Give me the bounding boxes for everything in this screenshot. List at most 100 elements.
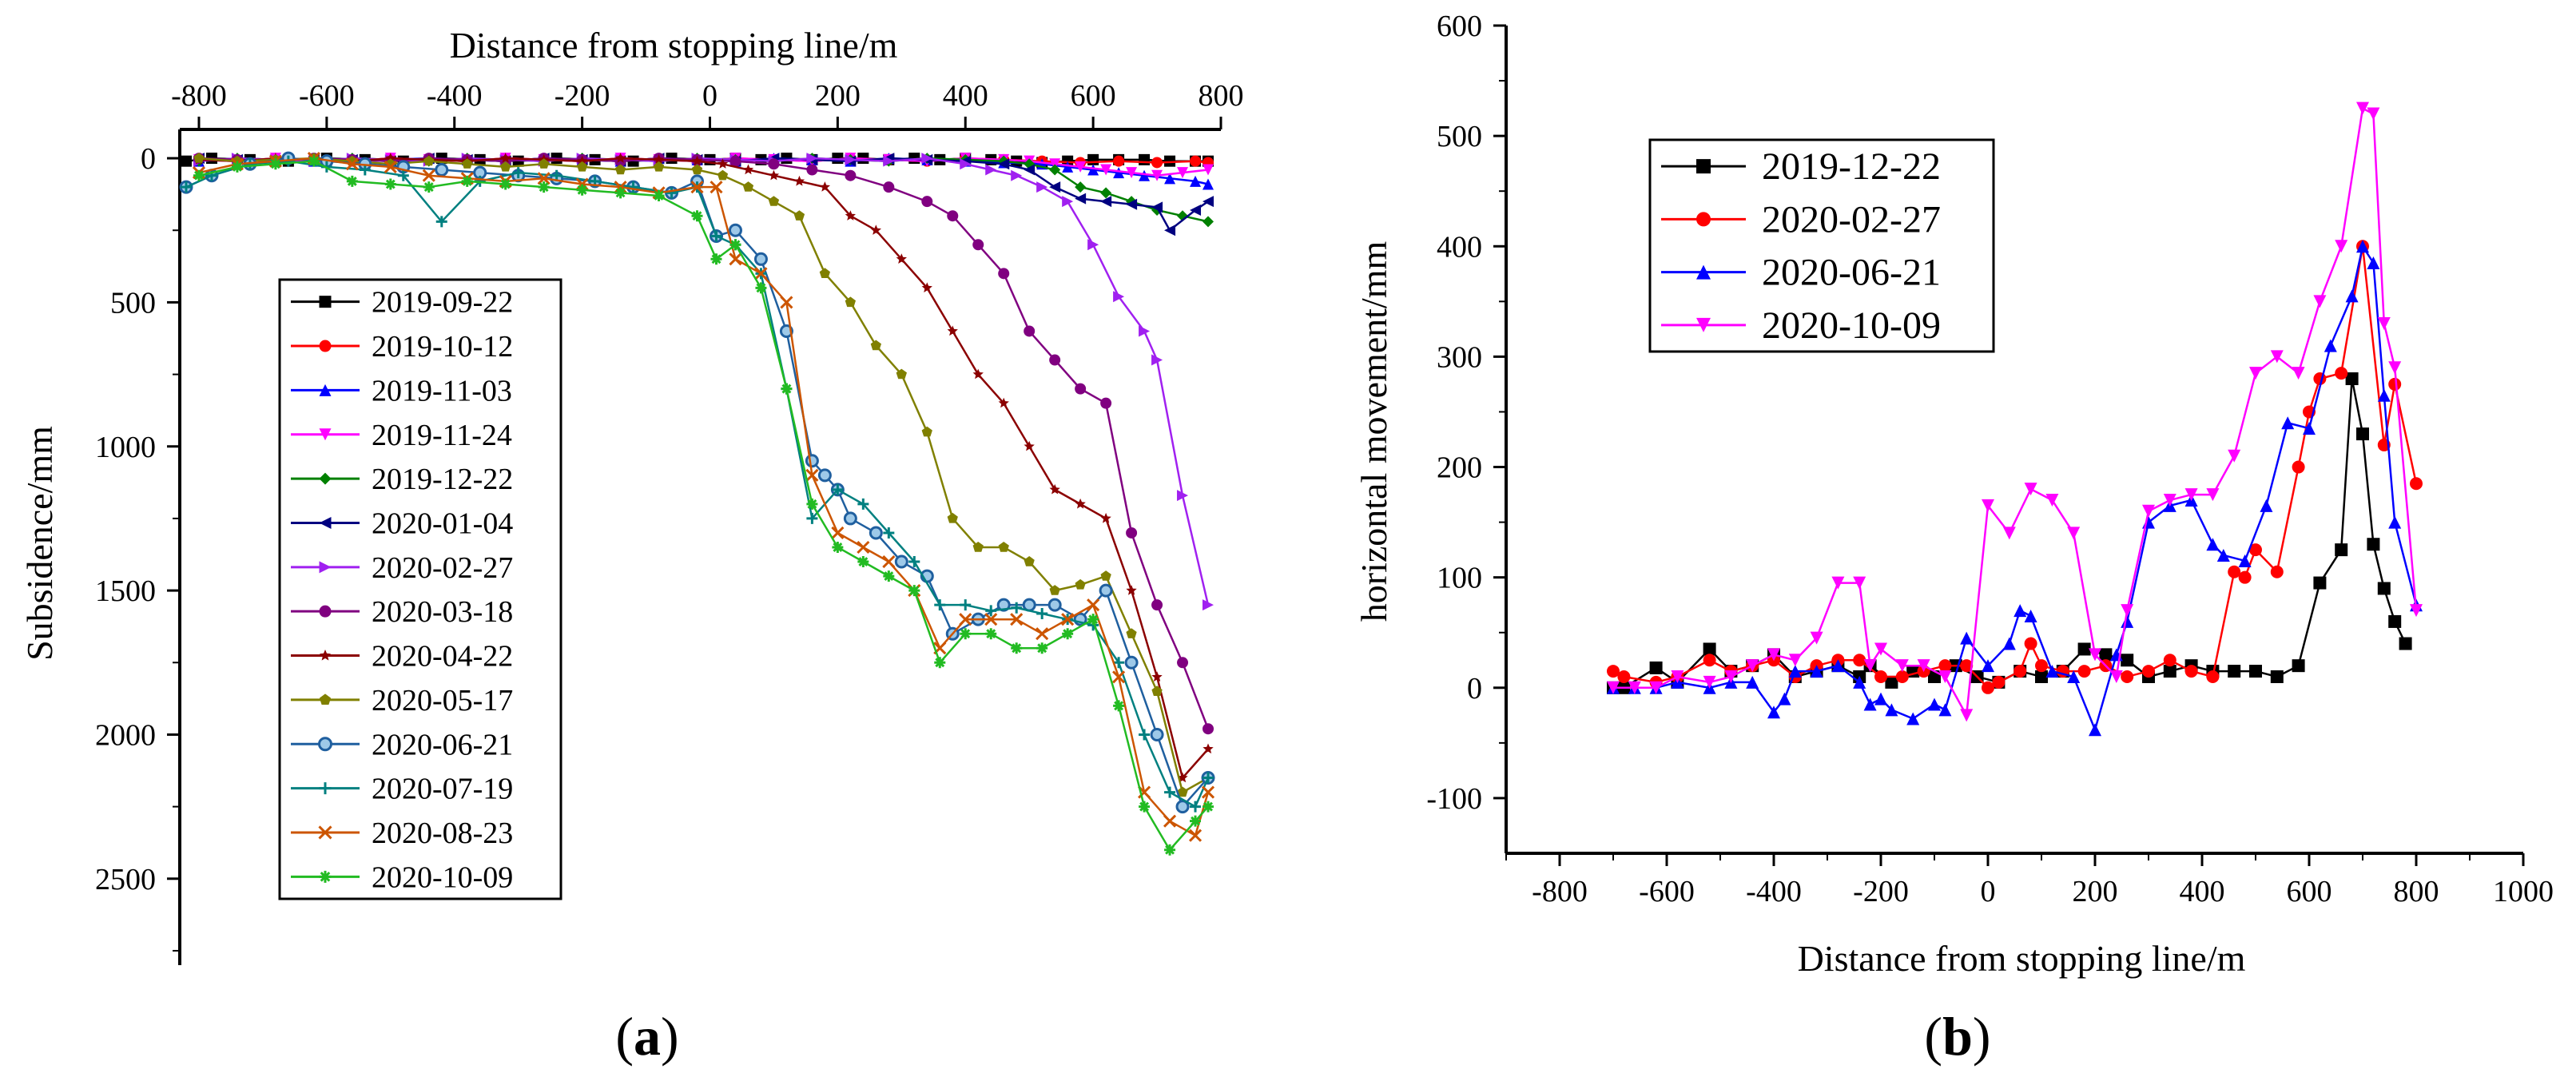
chart-b-point (2270, 565, 2284, 578)
chart-b-point (2121, 604, 2134, 618)
chart-b-point (1863, 659, 1877, 673)
chart-a-point (1075, 578, 1086, 590)
chart-b-point (2067, 670, 2081, 683)
chart-a-point (1203, 599, 1214, 611)
chart-a-point (768, 158, 780, 170)
chart-b-point (1607, 665, 1620, 678)
chart-a-legend: 2019-09-22 2019-10-12 2019-11-03 2019-11-24… (278, 278, 563, 900)
chart-a-point (947, 512, 958, 523)
chart-b-x-tick-label: 1000 (2493, 875, 2554, 908)
chart-b-point (2024, 483, 2037, 496)
chart-a-point (1049, 354, 1061, 366)
chart-a-point (831, 526, 845, 540)
chart-a-point (934, 657, 946, 669)
chart-b-point (2335, 543, 2348, 557)
chart-b-point (2228, 565, 2241, 578)
chart-b-point (2335, 367, 2348, 380)
chart-a-point (1164, 844, 1176, 856)
chart-a-point (717, 169, 729, 181)
chart-a-point (1112, 670, 1126, 684)
chart-a-point (551, 169, 563, 181)
chart-a-point (1190, 801, 1202, 813)
chart-b-point (2270, 670, 2284, 683)
chart-a-point (908, 556, 920, 568)
chart-a-x-tick-label: 600 (1071, 79, 1116, 113)
chart-b-legend-box (1648, 138, 1995, 353)
chart-a-x-tick-label: -400 (427, 79, 483, 113)
chart-b-x-tick-label: 200 (2073, 875, 2118, 908)
chart-a-legend-label: 2020-01-04 (372, 507, 513, 540)
chart-a-point (461, 175, 473, 187)
chart-a-point (947, 325, 958, 336)
panel-letter-a: a (634, 1006, 661, 1067)
chart-b-point (2270, 350, 2284, 364)
chart-a-point (921, 196, 933, 208)
chart-b-series-2020-06-21 (1607, 240, 2423, 737)
chart-b-point (1746, 659, 1759, 673)
chart-b-point (2077, 665, 2091, 678)
chart-a-point (1087, 239, 1099, 251)
chart-a-point (1139, 169, 1151, 181)
chart-a-point (577, 155, 588, 166)
chart-a-point (653, 189, 665, 201)
chart-b-point (2356, 427, 2369, 441)
chart-a-point (653, 161, 665, 172)
chart-b-point (1617, 670, 1631, 683)
chart-b-point (2377, 316, 2391, 330)
chart-a-x-tick-label: -600 (299, 79, 355, 113)
chart-a-legend-label: 2020-10-09 (372, 860, 513, 894)
chart-a-legend-item: 2019-11-24 (291, 419, 512, 452)
chart-a-point (1151, 354, 1163, 366)
chart-a-legend-item: 2019-12-22 (291, 463, 513, 496)
chart-b-point (2356, 101, 2369, 115)
chart-a-legend-marker (319, 782, 332, 795)
chart-a-legend-item: 2020-04-22 (291, 640, 513, 674)
chart-a-point (832, 542, 844, 553)
chart-a-point (1126, 196, 1138, 208)
chart-b-point (2260, 499, 2273, 512)
chart-b-point (2206, 488, 2220, 502)
chart-b-point (2367, 256, 2380, 269)
chart-b-point (2388, 361, 2402, 375)
chart-a-point (729, 252, 742, 266)
chart-a-legend-label: 2020-04-22 (372, 640, 513, 674)
chart-b-point (2313, 295, 2327, 308)
chart-a-y-tick-label: 0 (141, 142, 156, 176)
chart-a-point (1049, 164, 1061, 176)
chart-a-point (1139, 325, 1151, 337)
chart-a-point (998, 542, 1009, 552)
chart-a-point (269, 158, 281, 170)
chart-b-point (1767, 648, 1780, 662)
chart-b-point (2388, 377, 2402, 391)
chart-b-point (1607, 681, 1620, 694)
chart-a-point (857, 556, 869, 568)
chart-a-point (1175, 800, 1190, 814)
chart-a-point (742, 181, 754, 192)
chart-a-point (947, 210, 959, 222)
chart-a-point (845, 210, 856, 221)
chart-a-point (1075, 161, 1087, 173)
chart-a-point (985, 605, 997, 617)
chart-b-point (2002, 527, 2016, 540)
chart-b-point (1874, 692, 1887, 705)
chart-a-x-tick-label: 200 (815, 79, 861, 113)
chart-a-point (1203, 743, 1214, 754)
chart-b-point (1703, 642, 1716, 656)
chart-a-series (179, 151, 1215, 856)
chart-a-y-tick-label: 2000 (95, 718, 156, 752)
chart-a-point (806, 498, 818, 510)
chart-a-legend-marker (319, 870, 332, 883)
chart-a-point (1201, 785, 1215, 799)
chart-a-point (577, 161, 588, 172)
chart-a-point (1163, 814, 1177, 828)
chart-a-legend-label: 2019-09-22 (372, 286, 513, 320)
chart-b-point (2067, 527, 2081, 540)
chart-a-point (984, 613, 998, 626)
chart-a-point (985, 164, 997, 176)
chart-a-legend-box (278, 278, 563, 900)
chart-a-point (384, 160, 397, 173)
chart-b-point (1746, 675, 1759, 689)
chart-a-point (793, 175, 805, 186)
chart-b-point (1788, 654, 1802, 667)
chart-a-point (1100, 397, 1112, 409)
